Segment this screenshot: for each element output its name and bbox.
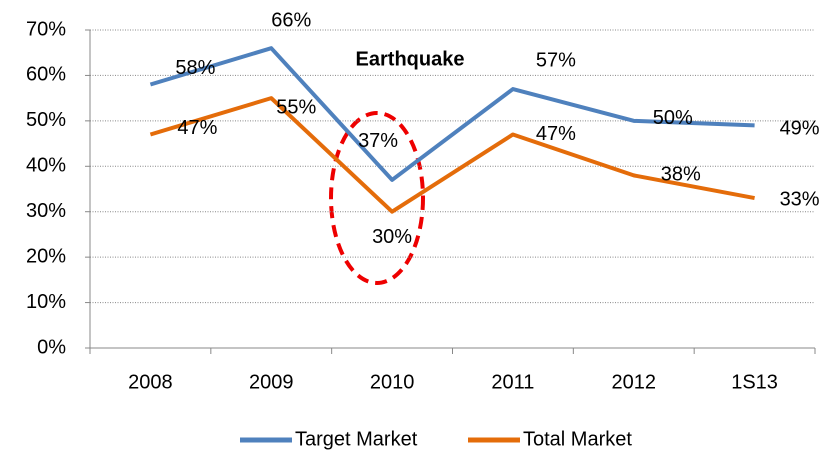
y-tick-label: 0%: [37, 336, 66, 358]
y-tick-label: 20%: [26, 245, 66, 267]
x-tick-label: 1S13: [731, 371, 778, 393]
x-tick-label: 2012: [612, 371, 657, 393]
data-label: 55%: [276, 96, 316, 118]
y-tick-label: 30%: [26, 200, 66, 222]
y-tick-label: 40%: [26, 155, 66, 177]
data-label: 47%: [536, 123, 576, 145]
data-label: 50%: [653, 107, 693, 129]
line-series: [149, 96, 755, 214]
data-label: 49%: [780, 118, 820, 140]
y-tick-label: 60%: [26, 64, 66, 86]
x-tick-label: 2011: [491, 371, 534, 393]
data-label: 33%: [780, 188, 820, 210]
data-label: 47%: [177, 117, 217, 139]
x-tick-label: 2009: [249, 371, 294, 393]
y-tick-label: 70%: [26, 18, 66, 40]
data-label: 66%: [271, 9, 311, 31]
data-label: 58%: [175, 57, 215, 79]
data-label: 38%: [661, 164, 701, 186]
line-series: [149, 46, 755, 182]
annotation-ellipse: [329, 111, 425, 285]
data-label: 30%: [372, 226, 412, 248]
legend-label: Target Market: [295, 428, 418, 450]
y-tick-label: 50%: [26, 109, 66, 131]
x-tick-label: 2008: [128, 371, 173, 393]
x-tick-label: 2010: [370, 371, 415, 393]
y-tick-label: 10%: [26, 291, 66, 313]
data-label: 37%: [358, 130, 398, 152]
annotation: Earthquake: [356, 48, 465, 70]
data-label: 57%: [536, 49, 576, 71]
legend-label: Total Market: [523, 428, 632, 450]
